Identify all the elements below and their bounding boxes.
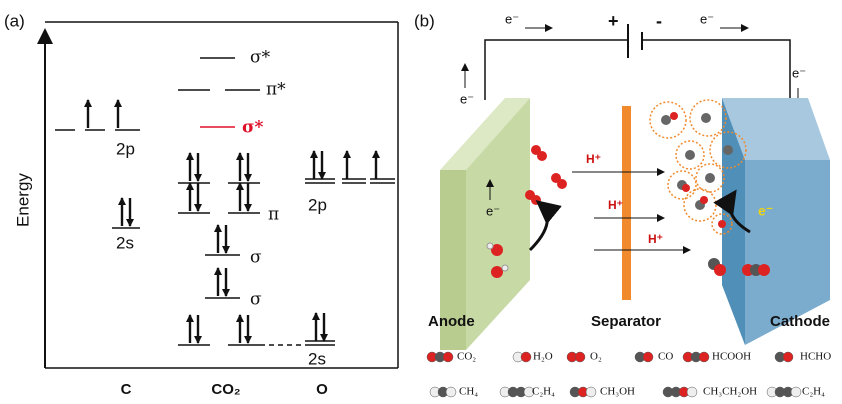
electron-arrow [214, 224, 222, 232]
electron-arrow [343, 150, 351, 158]
legend-label: CO₂ [457, 351, 476, 363]
electron-arrow [244, 174, 252, 182]
shape [701, 113, 711, 123]
electron-arrow [244, 204, 252, 212]
shape [705, 173, 715, 183]
battery-sign: + [608, 11, 619, 31]
electron-arrow [244, 336, 252, 344]
shape [487, 243, 493, 249]
legend-icon [699, 352, 709, 362]
panel-b: (b) + - e⁻ e⁻ e⁻ e⁻ [414, 11, 831, 398]
column-label: O [316, 381, 328, 398]
legend: CO₂ H₂O O₂ CO HCOOH HCHO CH₄ C₂H₄ CH₃OH CH₃CH₂OH C… [427, 351, 831, 398]
axis-label: Energy [13, 173, 32, 227]
shape [670, 112, 726, 228]
electron-arrow [222, 246, 230, 254]
shape [718, 220, 726, 228]
shape [557, 179, 567, 189]
shape [502, 265, 508, 271]
electron-label: e⁻ [486, 203, 500, 218]
column-label: C [121, 381, 132, 398]
battery-sign: - [656, 11, 662, 31]
shape [700, 196, 708, 204]
electron-arrow [186, 314, 194, 322]
shape [491, 266, 503, 278]
proton-label: H⁺ [608, 198, 623, 212]
proton-label: H⁺ [648, 232, 663, 246]
electron-arrow [372, 150, 380, 158]
level-label: σ* [250, 48, 271, 68]
electron-arrow [194, 174, 202, 182]
electron-arrow [236, 314, 244, 322]
panel-label: (a) [4, 11, 25, 30]
electron-arrow [236, 152, 244, 160]
panel-label: (b) [414, 11, 435, 30]
level-label: 2p [116, 139, 135, 158]
legend-label: CH₄ [459, 386, 478, 398]
electron-arrow [194, 204, 202, 212]
panel-a: (a) Energy σ* π* σ* 2p 2s π σ σ 2p 2s C … [4, 11, 398, 397]
level-label: 2s [116, 233, 134, 252]
electrode-label: Separator [591, 313, 661, 330]
shape [723, 145, 733, 155]
level-label: σ [250, 290, 262, 310]
legend-icon [443, 352, 453, 362]
legend-icon [446, 387, 456, 397]
shape [537, 151, 547, 161]
legend-icon [643, 352, 653, 362]
legend-icon [586, 387, 596, 397]
arrow [530, 202, 547, 250]
column-label: CO₂ [211, 381, 240, 398]
legend-label: HCHO [800, 351, 831, 363]
level-label: σ* [242, 118, 264, 138]
electron-arrow [126, 219, 134, 227]
legend-label: C₂H₄ [802, 386, 825, 398]
shape [758, 264, 770, 276]
electron-label: e⁻ [460, 91, 474, 106]
electron-arrow [310, 150, 318, 158]
electrode-label: Anode [428, 313, 475, 330]
shape [714, 264, 726, 276]
electron-label: e⁻ [758, 203, 773, 219]
figure: (a) Energy σ* π* σ* 2p 2s π σ σ 2p 2s C … [0, 0, 842, 404]
legend-label: O₂ [590, 351, 602, 363]
level-label: σ [250, 248, 262, 268]
shape [670, 112, 678, 120]
electron-arrow [214, 267, 222, 275]
electron-arrow [118, 197, 126, 205]
legend-label: HCOOH [712, 351, 751, 363]
legend-icon [783, 352, 793, 362]
legend-label: CO [658, 351, 673, 363]
electron-label: e⁻ [792, 65, 806, 80]
electron-label: e⁻ [700, 11, 714, 26]
electron-arrow [114, 99, 122, 107]
legend-icon [575, 352, 585, 362]
level-label: π* [266, 80, 286, 100]
proton-label: H⁺ [586, 152, 601, 166]
electron-arrow [84, 99, 92, 107]
level-label: 2p [308, 195, 327, 214]
electron-arrow [222, 289, 230, 297]
electron-arrow [194, 336, 202, 344]
legend-label: C₂H₄ [532, 386, 555, 398]
electron-arrow [312, 312, 320, 320]
level-label: 2s [308, 349, 326, 368]
legend-label: H₂O [533, 351, 553, 363]
energy-levels [55, 58, 395, 345]
shape [682, 184, 690, 192]
shape [685, 150, 695, 160]
electron-arrow [186, 152, 194, 160]
legend-icon [521, 352, 531, 362]
legend-icon [687, 387, 697, 397]
legend-label: CH₃OH [600, 386, 635, 398]
legend-icon [791, 387, 801, 397]
electrode-label: Cathode [770, 313, 830, 330]
electron-label: e⁻ [505, 11, 519, 26]
legend-label: CH₃CH₂OH [703, 386, 757, 398]
separator [622, 106, 631, 300]
shape [661, 115, 671, 125]
level-label: π [268, 205, 279, 225]
